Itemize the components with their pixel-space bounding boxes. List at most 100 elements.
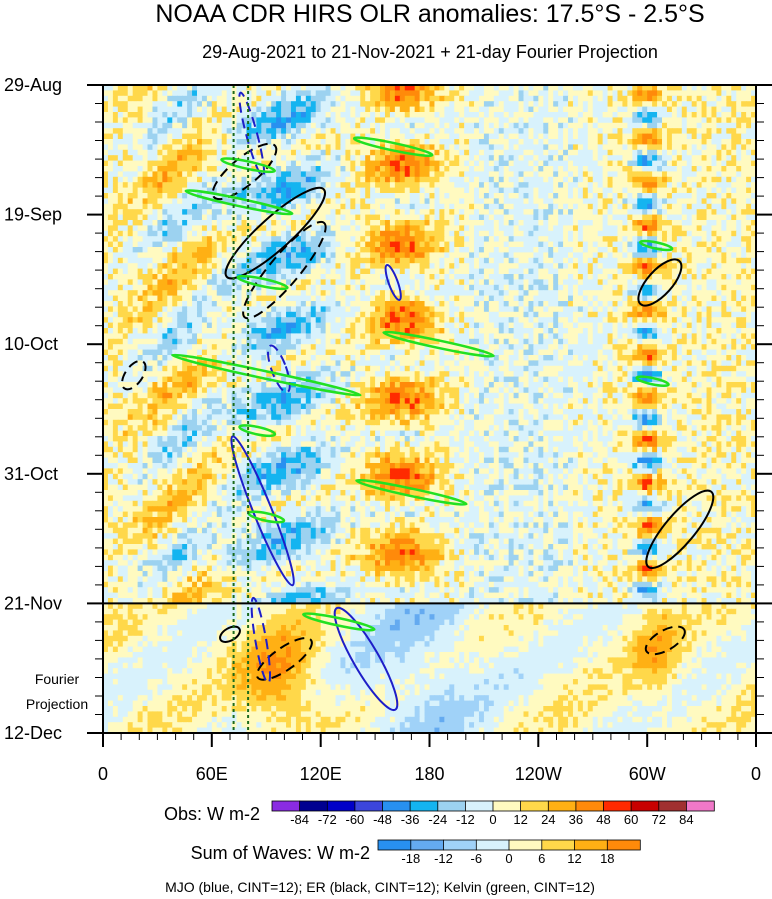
heatmap-cell xyxy=(266,112,272,118)
heatmap-cell xyxy=(459,117,465,123)
heatmap-cell xyxy=(617,215,623,221)
heatmap-cell xyxy=(306,231,312,237)
heatmap-cell xyxy=(177,128,183,134)
heatmap-cell xyxy=(167,215,173,221)
heatmap-cell xyxy=(237,123,243,129)
heatmap-cell xyxy=(459,274,465,280)
heatmap-cell xyxy=(726,242,732,248)
heatmap-cell xyxy=(197,177,203,183)
heatmap-cell xyxy=(321,274,327,280)
heatmap-cell xyxy=(286,128,292,134)
heatmap-cell xyxy=(276,123,282,129)
heatmap-cell xyxy=(543,107,549,113)
heatmap-cell xyxy=(306,144,312,150)
heatmap-cell xyxy=(395,128,401,134)
heatmap-cell xyxy=(667,225,673,231)
heatmap-cell xyxy=(212,134,218,140)
heatmap-cell xyxy=(603,215,609,221)
heatmap-cell xyxy=(405,209,411,215)
heatmap-cell xyxy=(192,101,198,107)
heatmap-cell xyxy=(593,155,599,161)
heatmap-cell xyxy=(296,101,302,107)
heatmap-cell xyxy=(489,139,495,145)
heatmap-cell xyxy=(197,150,203,156)
heatmap-cell xyxy=(345,263,351,269)
heatmap-cell xyxy=(385,204,391,210)
heatmap-cell xyxy=(736,134,742,140)
heatmap-cell xyxy=(469,155,475,161)
heatmap-cell xyxy=(143,144,149,150)
heatmap-cell xyxy=(217,242,223,248)
heatmap-cell xyxy=(741,182,747,188)
heatmap-cell xyxy=(326,193,332,199)
heatmap-cell xyxy=(311,274,317,280)
heatmap-cell xyxy=(662,236,668,242)
heatmap-cell xyxy=(746,177,752,183)
heatmap-cell xyxy=(434,166,440,172)
heatmap-cell xyxy=(721,134,727,140)
heatmap-cell xyxy=(138,96,144,102)
heatmap-cell xyxy=(677,220,683,226)
heatmap-cell xyxy=(207,204,213,210)
heatmap-cell xyxy=(390,96,396,102)
heatmap-cell xyxy=(499,263,505,269)
heatmap-cell xyxy=(741,279,747,285)
heatmap-cell xyxy=(365,209,371,215)
heatmap-cell xyxy=(311,242,317,248)
heatmap-cell xyxy=(479,252,485,258)
heatmap-cell xyxy=(286,252,292,258)
heatmap-cell xyxy=(316,150,322,156)
heatmap-cell xyxy=(400,193,406,199)
heatmap-cell xyxy=(568,139,574,145)
heatmap-cell xyxy=(162,177,168,183)
heatmap-cell xyxy=(108,112,114,118)
heatmap-cell xyxy=(291,155,297,161)
heatmap-cell xyxy=(143,128,149,134)
heatmap-cell xyxy=(133,96,139,102)
heatmap-cell xyxy=(682,96,688,102)
heatmap-cell xyxy=(192,279,198,285)
heatmap-cell xyxy=(128,112,134,118)
heatmap-cell xyxy=(682,128,688,134)
heatmap-cell xyxy=(256,188,262,194)
heatmap-cell xyxy=(499,123,505,129)
heatmap-cell xyxy=(301,117,307,123)
heatmap-cell xyxy=(563,155,569,161)
heatmap-cell xyxy=(340,123,346,129)
heatmap-cell xyxy=(360,263,366,269)
heatmap-cell xyxy=(118,166,124,172)
heatmap-cell xyxy=(326,171,332,177)
heatmap-cell xyxy=(563,263,569,269)
heatmap-cell xyxy=(548,166,554,172)
heatmap-cell xyxy=(449,139,455,145)
heatmap-cell xyxy=(499,247,505,253)
heatmap-cell xyxy=(588,150,594,156)
heatmap-cell xyxy=(509,215,515,221)
heatmap-cell xyxy=(682,215,688,221)
heatmap-cell xyxy=(434,274,440,280)
heatmap-cell xyxy=(345,188,351,194)
heatmap-cell xyxy=(197,101,203,107)
heatmap-cell xyxy=(237,117,243,123)
heatmap-cell xyxy=(301,123,307,129)
heatmap-cell xyxy=(380,171,386,177)
heatmap-cell xyxy=(162,112,168,118)
heatmap-cell xyxy=(405,231,411,237)
heatmap-cell xyxy=(430,269,436,275)
heatmap-cell xyxy=(152,182,158,188)
heatmap-cell xyxy=(642,155,648,161)
heatmap-cell xyxy=(375,177,381,183)
heatmap-cell xyxy=(336,209,342,215)
heatmap-cell xyxy=(360,252,366,258)
heatmap-cell xyxy=(499,285,505,291)
heatmap-cell xyxy=(217,96,223,102)
heatmap-cell xyxy=(266,242,272,248)
heatmap-cell xyxy=(177,150,183,156)
heatmap-cell xyxy=(336,150,342,156)
heatmap-cell xyxy=(721,155,727,161)
chart-title: NOAA CDR HIRS OLR anomalies: 17.5°S - 2.… xyxy=(155,0,704,28)
heatmap-cell xyxy=(301,96,307,102)
heatmap-cell xyxy=(113,269,119,275)
heatmap-cell xyxy=(553,231,559,237)
heatmap-cell xyxy=(711,166,717,172)
